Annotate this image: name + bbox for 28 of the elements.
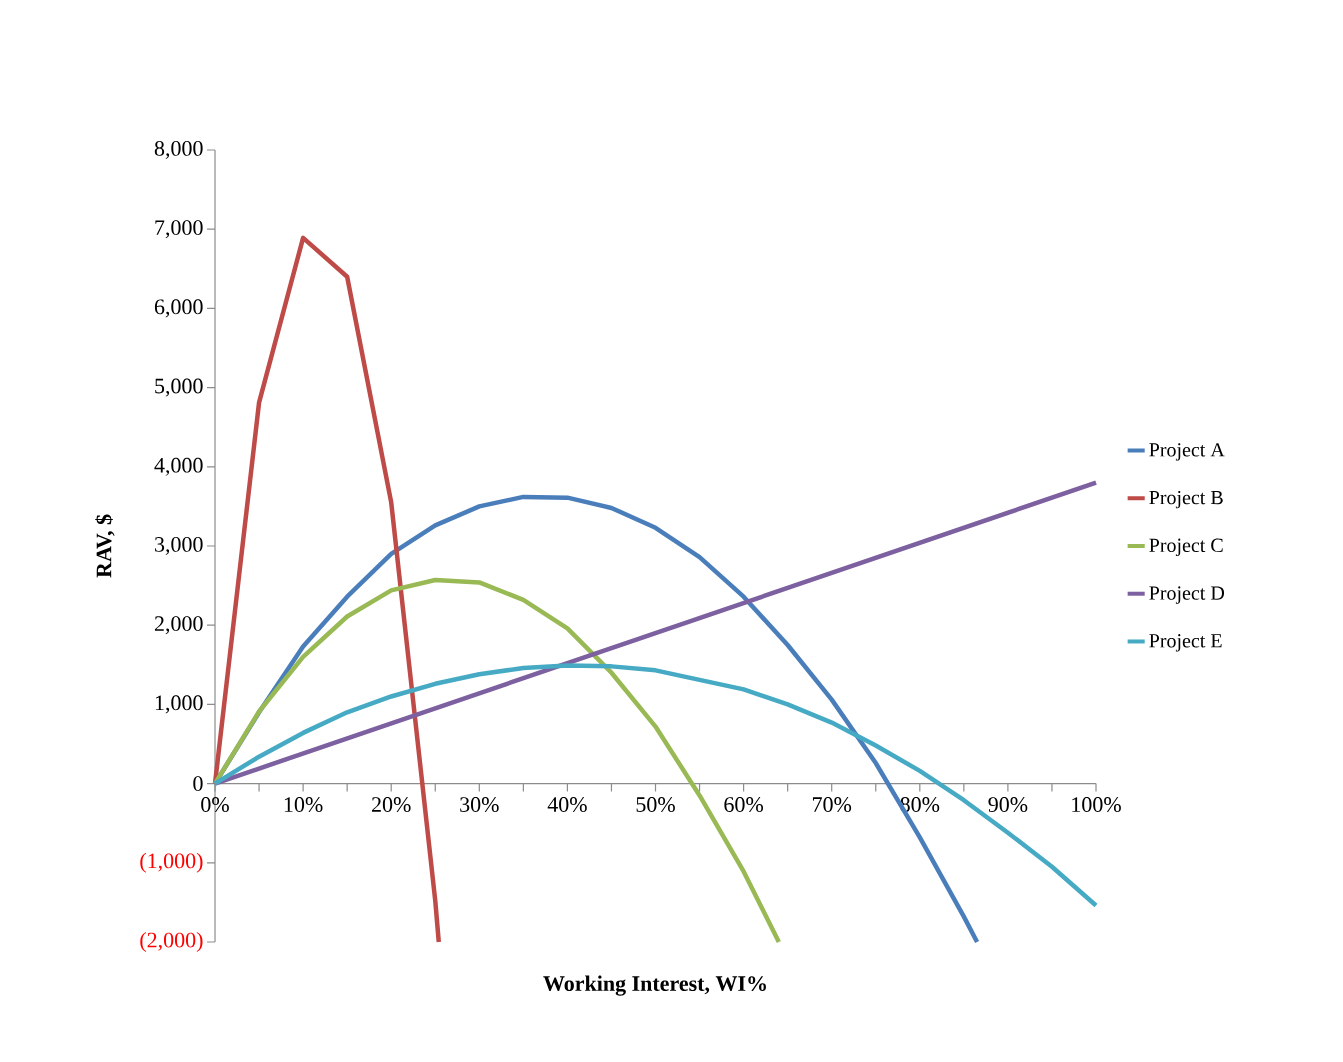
y-tick-label: 5,000 (155, 378, 203, 397)
legend-label: Project D (1149, 586, 1225, 604)
x-tick-label: 40% (547, 797, 587, 813)
y-tick-label: 4,000 (154, 457, 203, 476)
x-tick-label: 70% (812, 797, 852, 813)
x-tick-label: 90% (988, 797, 1028, 813)
x-tick-label: 20% (372, 797, 411, 813)
x-tick-label: 60% (724, 797, 764, 813)
y-tick-label: 7,000 (155, 220, 203, 239)
legend-label: Project B (1149, 490, 1223, 509)
x-tick-label: 30% (460, 797, 499, 813)
y-tick-label: (2,000) (140, 932, 203, 952)
y-tick-label: 0 (193, 776, 203, 792)
y-tick-label: 6,000 (154, 299, 203, 318)
y-tick-label: 1,000 (155, 695, 203, 714)
x-tick-label: 0% (201, 797, 229, 813)
x-tick-label: 100% (1072, 797, 1121, 813)
x-tick-label: 50% (636, 797, 675, 813)
y-tick-label: (1,000) (140, 852, 203, 873)
y-axis-title: RAV, $ (95, 514, 115, 578)
x-axis-title: Working Interest, WI% (543, 975, 766, 996)
y-tick-label: 8,000 (154, 140, 203, 159)
legend-label: Project C (1149, 538, 1223, 557)
legend-label: Project E (1149, 634, 1222, 652)
legend-label: Project A (1149, 443, 1225, 461)
y-tick-label: 3,000 (155, 536, 203, 555)
y-tick-label: 2,000 (154, 616, 203, 635)
x-tick-label: 10% (284, 797, 323, 813)
